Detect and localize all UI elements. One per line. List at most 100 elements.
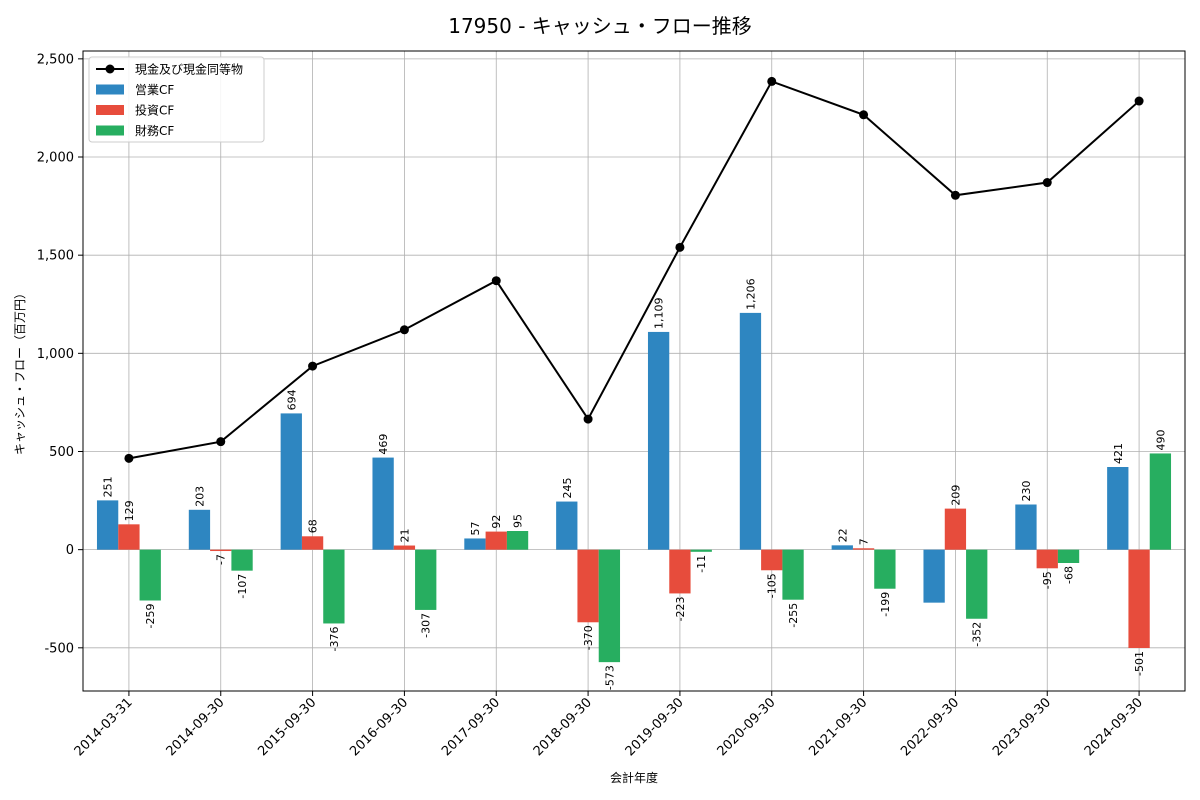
- legend-label: 財務CF: [135, 123, 174, 138]
- bar-value-label: 95: [512, 514, 525, 528]
- bar: [464, 538, 486, 550]
- bar-value-label: 203: [193, 486, 206, 507]
- bar-value-label: -370: [582, 625, 595, 650]
- bar-value-label: 490: [1154, 429, 1167, 450]
- x-tick-label: 2020-09-30: [715, 695, 779, 759]
- cash-point: [859, 110, 869, 120]
- x-tick-label: 2022-09-30: [898, 695, 962, 759]
- bar-value-label: 68: [307, 519, 320, 533]
- bar: [210, 549, 232, 552]
- bar: [577, 549, 599, 623]
- bar: [301, 536, 324, 550]
- bar: [782, 549, 804, 600]
- bar-value-label: -107: [236, 574, 249, 599]
- y-tick-label: -500: [44, 641, 74, 656]
- x-tick-label: 2024-09-30: [1082, 695, 1146, 759]
- legend-swatch: [96, 125, 124, 136]
- y-tick-label: 500: [49, 445, 74, 460]
- bar: [739, 312, 762, 550]
- cash-line-path: [128, 80, 1140, 460]
- bar: [188, 509, 211, 550]
- bar-value-label: -199: [879, 592, 892, 617]
- bar-value-label: -105: [766, 573, 779, 598]
- y-tick-label: 2,500: [37, 52, 74, 67]
- cash-point: [675, 242, 685, 252]
- bar-value-label: 230: [1020, 480, 1033, 501]
- bar: [280, 413, 302, 550]
- bar: [415, 549, 437, 610]
- cash-point: [216, 437, 226, 447]
- cash-point: [1134, 96, 1144, 106]
- cash-point: [1042, 178, 1052, 188]
- x-tick-label: 2017-09-30: [439, 695, 503, 759]
- axes: -500 0 500 1,000 1,500 2,000 2,500 2014-03-31 20…: [37, 52, 1146, 759]
- bar: [1057, 549, 1080, 563]
- bar: [1107, 467, 1129, 550]
- bar-value-label: -307: [420, 613, 433, 638]
- legend-box: [88, 56, 265, 143]
- x-tick-label: 2021-09-30: [806, 695, 870, 759]
- x-tick-label: 2019-09-30: [623, 695, 687, 759]
- bar-value-label: -255: [787, 603, 800, 628]
- bar-value-label: 57: [469, 521, 482, 535]
- bar-value-label: -223: [674, 596, 687, 621]
- y-axis-label: キャッシュ・フロー（百万円）: [13, 287, 27, 455]
- bar-value-label: 21: [398, 529, 411, 543]
- bar-value-label: 1,109: [653, 297, 666, 329]
- cash-point: [308, 361, 318, 371]
- bar-value-label: -259: [144, 603, 157, 628]
- bar: [690, 549, 712, 552]
- bar: [874, 549, 896, 589]
- bar: [831, 545, 853, 550]
- bar-value-label: 129: [123, 500, 136, 521]
- bar-value-label: 7: [858, 538, 871, 545]
- bar: [139, 549, 161, 601]
- x-tick-label: 2014-09-30: [164, 695, 228, 759]
- plot-frame: [82, 50, 1186, 692]
- bar-value-label: 694: [285, 389, 298, 410]
- legend-label: 営業CF: [135, 83, 174, 97]
- bar-value-label: 245: [561, 478, 574, 499]
- bar: [966, 549, 988, 619]
- bar: [923, 549, 945, 603]
- bar: [598, 549, 621, 663]
- bar: [393, 545, 416, 550]
- bar: [1036, 549, 1058, 569]
- bar: [1149, 453, 1172, 550]
- bar: [1128, 549, 1150, 649]
- bar: [852, 548, 875, 550]
- x-tick-label: 2014-03-31: [72, 695, 136, 759]
- bars: [96, 312, 1172, 663]
- bar: [485, 531, 507, 550]
- bar-value-label: -573: [603, 665, 616, 690]
- bar: [1015, 504, 1037, 550]
- legend-label: 現金及び現金同等物: [135, 62, 243, 77]
- bar: [647, 331, 670, 550]
- y-tick-label: 1,500: [37, 249, 74, 264]
- legend-swatch: [96, 84, 124, 95]
- bar-value-label: 22: [836, 528, 849, 542]
- legend-marker: [105, 64, 115, 74]
- x-tick-label: 2023-09-30: [990, 695, 1054, 759]
- cash-point: [767, 76, 777, 86]
- bar-value-label: -11: [695, 555, 708, 573]
- cash-point: [950, 190, 960, 200]
- bar-value-label: -7: [215, 554, 228, 565]
- cash-point: [583, 414, 593, 424]
- bar: [118, 524, 140, 550]
- bar-value-label: 92: [490, 515, 503, 529]
- bar: [944, 508, 967, 550]
- bar: [506, 531, 529, 550]
- legend-label: 投資CF: [135, 103, 174, 118]
- bar: [669, 549, 691, 594]
- bar-value-label: -376: [328, 626, 341, 651]
- bar: [372, 457, 394, 550]
- bar-value-label: -68: [1063, 566, 1076, 584]
- chart-title: 17950 - キャッシュ・フロー推移: [448, 14, 752, 38]
- x-tick-label: 2015-09-30: [255, 695, 319, 759]
- bar: [556, 501, 578, 550]
- bar-value-label: 469: [377, 434, 390, 455]
- x-tick-label: 2016-09-30: [347, 695, 411, 759]
- legend-swatch: [96, 105, 124, 115]
